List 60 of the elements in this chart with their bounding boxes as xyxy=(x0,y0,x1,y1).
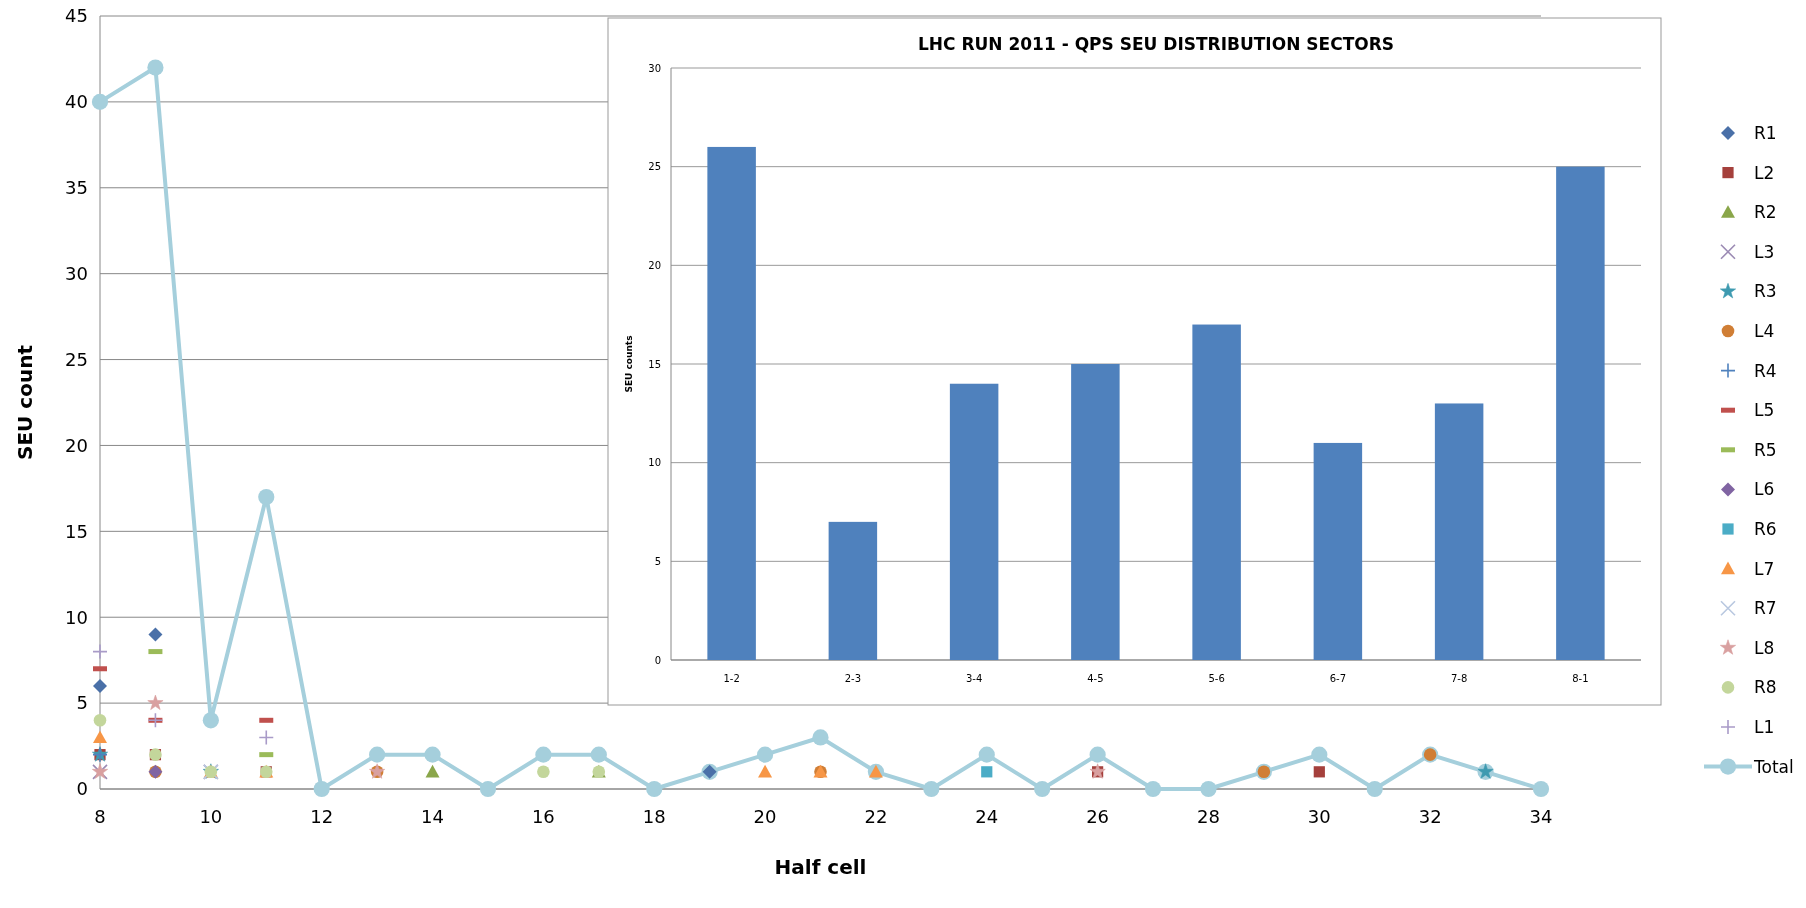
y-tick-label: 30 xyxy=(65,262,88,284)
x-tick-label: 3-4 xyxy=(965,673,983,684)
x-tick-label: 14 xyxy=(421,806,444,827)
x-tick-label: 34 xyxy=(1529,806,1553,827)
y-tick-label: 15 xyxy=(65,520,88,542)
y-tick-label: 30 xyxy=(648,62,661,74)
legend-label: R2 xyxy=(1754,202,1777,223)
legend-label: R6 xyxy=(1754,518,1777,539)
y-tick-label: 45 xyxy=(65,5,88,27)
legend-label: L3 xyxy=(1754,241,1775,262)
y-axis-title: SEU counts xyxy=(624,335,634,393)
y-tick-label: 35 xyxy=(65,177,88,199)
legend-label: R5 xyxy=(1754,439,1777,460)
y-tick-label: 15 xyxy=(648,358,661,370)
y-tick-label: 5 xyxy=(76,692,88,714)
x-tick-label: 16 xyxy=(531,806,555,827)
y-tick-label: 40 xyxy=(65,91,88,113)
chart-title: LHC RUN 2011 - QPS SEU DISTRIBUTION SECTORS xyxy=(917,34,1395,54)
x-tick-label: 6-7 xyxy=(1329,673,1347,684)
y-tick-label: 10 xyxy=(648,457,661,469)
legend-label: L6 xyxy=(1754,479,1775,500)
y-tick-label: 20 xyxy=(65,434,88,456)
x-tick-label: 28 xyxy=(1197,806,1220,827)
legend-label: L1 xyxy=(1754,716,1775,737)
legend-label: L4 xyxy=(1754,320,1775,341)
x-tick-label: 20 xyxy=(753,806,777,827)
x-tick-label: 4-5 xyxy=(1087,673,1104,684)
y-tick-label: 10 xyxy=(65,606,88,628)
x-tick-label: 7-8 xyxy=(1450,673,1468,684)
x-tick-label: 2-3 xyxy=(844,673,862,684)
x-tick-label: 30 xyxy=(1307,806,1331,827)
legend-label: L5 xyxy=(1754,400,1775,421)
y-tick-label: 20 xyxy=(648,259,661,271)
x-tick-label: 22 xyxy=(864,806,888,827)
legend-label: Total xyxy=(1753,756,1794,777)
y-tick-label: 5 xyxy=(654,555,661,567)
x-tick-label: 32 xyxy=(1418,806,1442,827)
legend-label: L8 xyxy=(1754,637,1775,658)
x-tick-label: 24 xyxy=(975,806,999,827)
x-tick-label: 1-2 xyxy=(723,673,740,684)
legend-label: R7 xyxy=(1754,598,1777,619)
y-tick-label: 0 xyxy=(76,778,88,800)
y-tick-label: 25 xyxy=(648,161,661,173)
x-tick-label: 12 xyxy=(310,806,334,827)
legend-label: R4 xyxy=(1754,360,1777,381)
legend-label: R3 xyxy=(1754,281,1777,302)
x-tick-label: 18 xyxy=(642,806,666,827)
x-tick-label: 10 xyxy=(199,806,223,827)
y-tick-label: 25 xyxy=(65,348,88,370)
legend-label: L2 xyxy=(1754,162,1775,183)
x-tick-label: 26 xyxy=(1086,806,1110,827)
y-axis-title: SEU count xyxy=(13,344,37,460)
legend-label: R8 xyxy=(1754,677,1777,698)
legend-label: R1 xyxy=(1754,122,1777,143)
x-tick-label: 8 xyxy=(94,806,106,827)
x-tick-label: 8-1 xyxy=(1572,673,1589,684)
legend-label: L7 xyxy=(1754,558,1775,579)
y-tick-label: 0 xyxy=(654,654,661,666)
x-axis-title: Half cell xyxy=(774,855,867,879)
x-tick-label: 5-6 xyxy=(1208,673,1225,684)
